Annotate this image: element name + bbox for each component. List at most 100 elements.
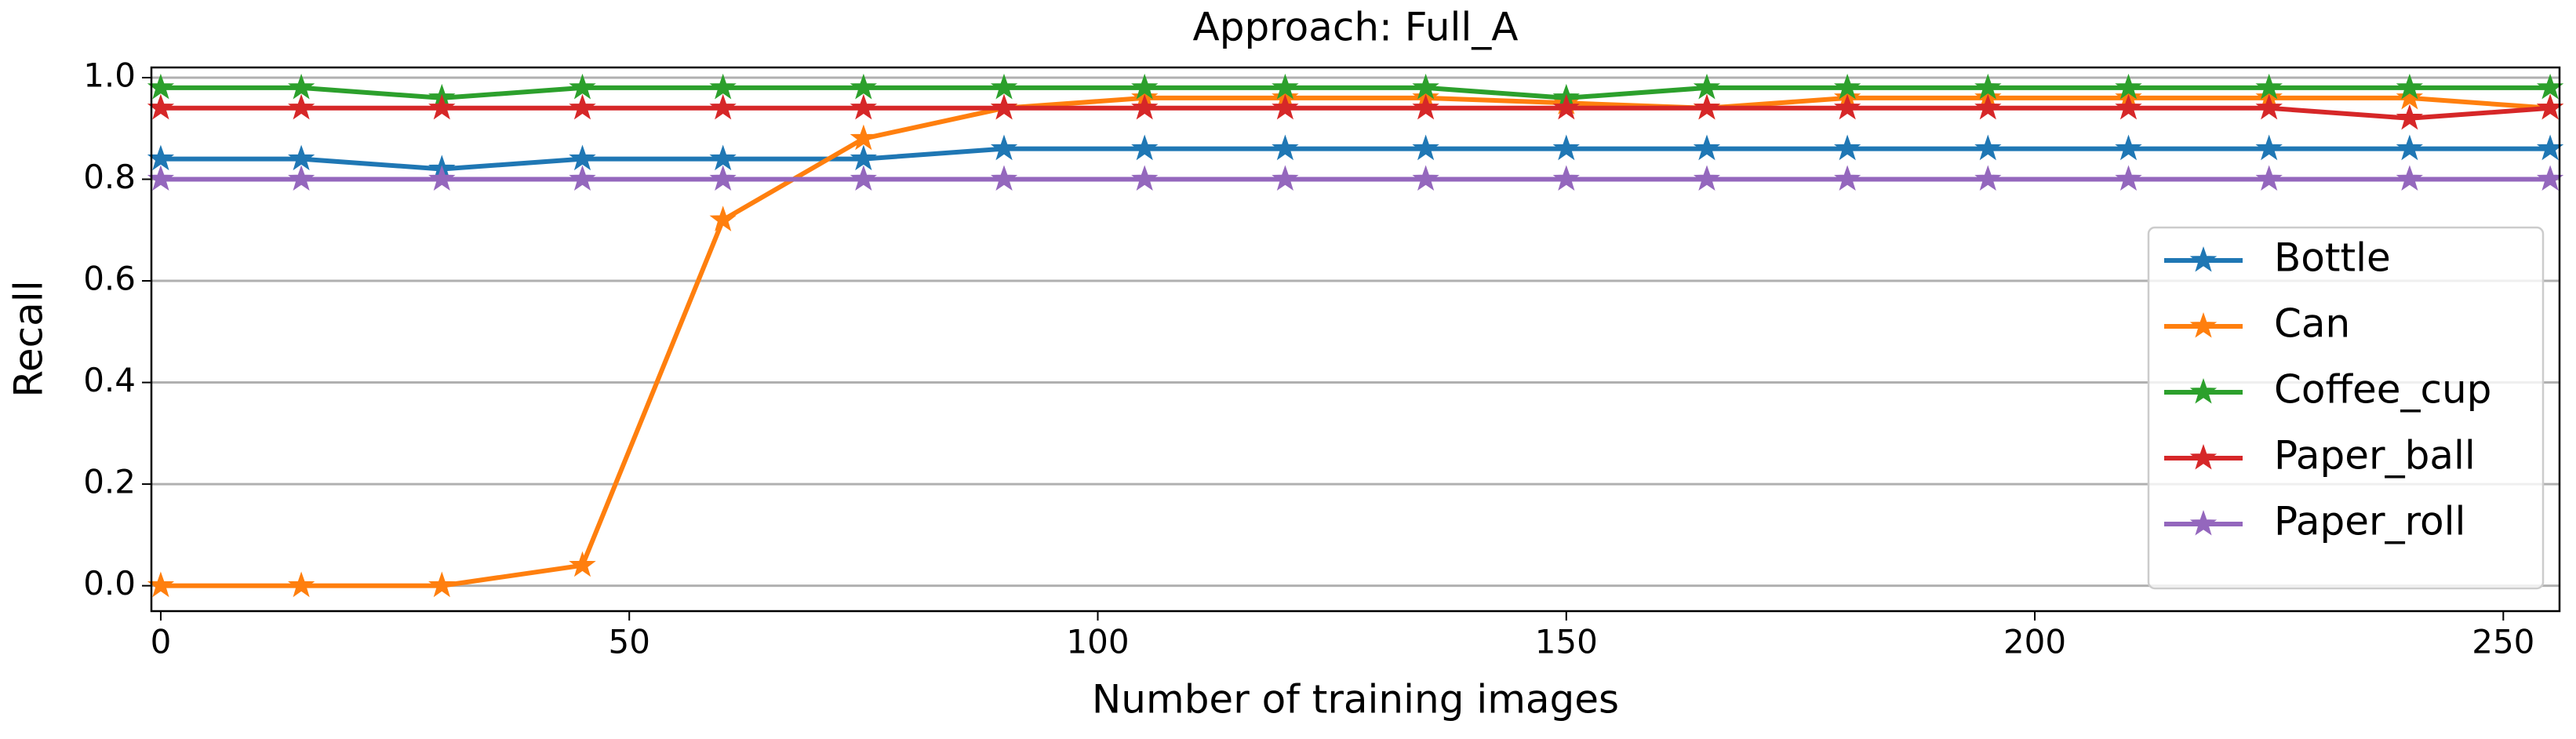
chart-title: Approach: Full_A [1193, 5, 1519, 50]
marker [569, 551, 596, 577]
marker [288, 73, 315, 100]
marker [2255, 73, 2283, 100]
x-tick-label: 50 [608, 623, 649, 661]
legend-label: Paper_ball [2274, 433, 2476, 479]
x-axis-label: Number of training images [1092, 677, 1619, 723]
marker [1131, 165, 1159, 191]
legend-label: Can [2274, 301, 2350, 347]
marker [428, 93, 456, 120]
marker [288, 93, 315, 120]
legend-marker [2189, 443, 2218, 470]
marker [1272, 165, 1299, 191]
marker [288, 144, 315, 171]
marker [1412, 73, 1439, 100]
marker [1552, 134, 1580, 161]
marker [1272, 93, 1299, 120]
marker [990, 73, 1018, 100]
marker [850, 124, 877, 151]
series-line [160, 95, 2551, 588]
marker [1974, 93, 2002, 120]
marker [1693, 165, 1721, 191]
y-tick-label: 0.2 [83, 463, 136, 501]
marker [709, 73, 737, 100]
marker [2396, 104, 2423, 130]
marker [1974, 73, 2002, 100]
y-tick-label: 0.6 [83, 260, 136, 298]
marker [2536, 165, 2564, 191]
marker [147, 73, 175, 100]
marker [1693, 93, 1721, 120]
marker [2255, 93, 2283, 120]
series-line [160, 85, 2551, 100]
marker [1131, 73, 1159, 100]
marker [288, 165, 315, 191]
series-line [160, 105, 2551, 121]
marker [1693, 134, 1721, 161]
marker [850, 93, 877, 120]
y-tick-label: 1.0 [83, 56, 136, 94]
x-tick-label: 100 [1066, 623, 1129, 661]
marker [850, 73, 877, 100]
marker [1552, 93, 1580, 120]
marker [850, 144, 877, 171]
marker [147, 144, 175, 171]
x-tick-label: 200 [2003, 623, 2066, 661]
marker [1834, 165, 1861, 191]
marker [1131, 134, 1159, 161]
marker [1412, 134, 1439, 161]
marker [1412, 165, 1439, 191]
marker [709, 144, 737, 171]
marker [2396, 134, 2423, 161]
marker [2115, 73, 2142, 100]
marker [709, 165, 737, 191]
series-line [160, 146, 2551, 172]
marker [709, 93, 737, 120]
legend-marker [2189, 311, 2218, 338]
legend-label: Coffee_cup [2274, 367, 2491, 413]
marker [1272, 73, 1299, 100]
marker [1693, 73, 1721, 100]
marker [1131, 93, 1159, 120]
marker [1834, 73, 1861, 100]
marker [569, 93, 596, 120]
marker [428, 165, 456, 191]
plot-frame [150, 66, 2561, 613]
marker [428, 571, 456, 598]
marker [2536, 73, 2564, 100]
marker [2115, 134, 2142, 161]
marker [990, 165, 1018, 191]
y-tick-label: 0.4 [83, 361, 136, 399]
marker [1834, 134, 1861, 161]
marker [147, 93, 175, 120]
legend-label: Bottle [2274, 235, 2391, 281]
y-tick-label: 0.0 [83, 564, 136, 602]
marker [1552, 165, 1580, 191]
legend-label: Paper_roll [2274, 499, 2465, 544]
marker [1272, 134, 1299, 161]
marker [2396, 73, 2423, 100]
marker [2115, 165, 2142, 191]
marker [569, 144, 596, 171]
marker [2255, 165, 2283, 191]
y-axis-label: Recall [6, 280, 52, 397]
marker [2396, 83, 2423, 110]
marker [1834, 93, 1861, 120]
marker [147, 165, 175, 191]
legend-marker [2189, 377, 2218, 404]
x-tick-label: 0 [151, 623, 172, 661]
x-tick-label: 150 [1535, 623, 1598, 661]
y-tick-label: 0.8 [83, 158, 136, 196]
marker [1974, 134, 2002, 161]
x-tick-label: 250 [2472, 623, 2534, 661]
marker [990, 134, 1018, 161]
marker [1974, 165, 2002, 191]
marker [2396, 165, 2423, 191]
marker [2536, 93, 2564, 120]
marker [147, 571, 175, 598]
marker [990, 93, 1018, 120]
marker [569, 165, 596, 191]
legend-marker [2189, 246, 2218, 272]
marker [288, 571, 315, 598]
marker [569, 73, 596, 100]
